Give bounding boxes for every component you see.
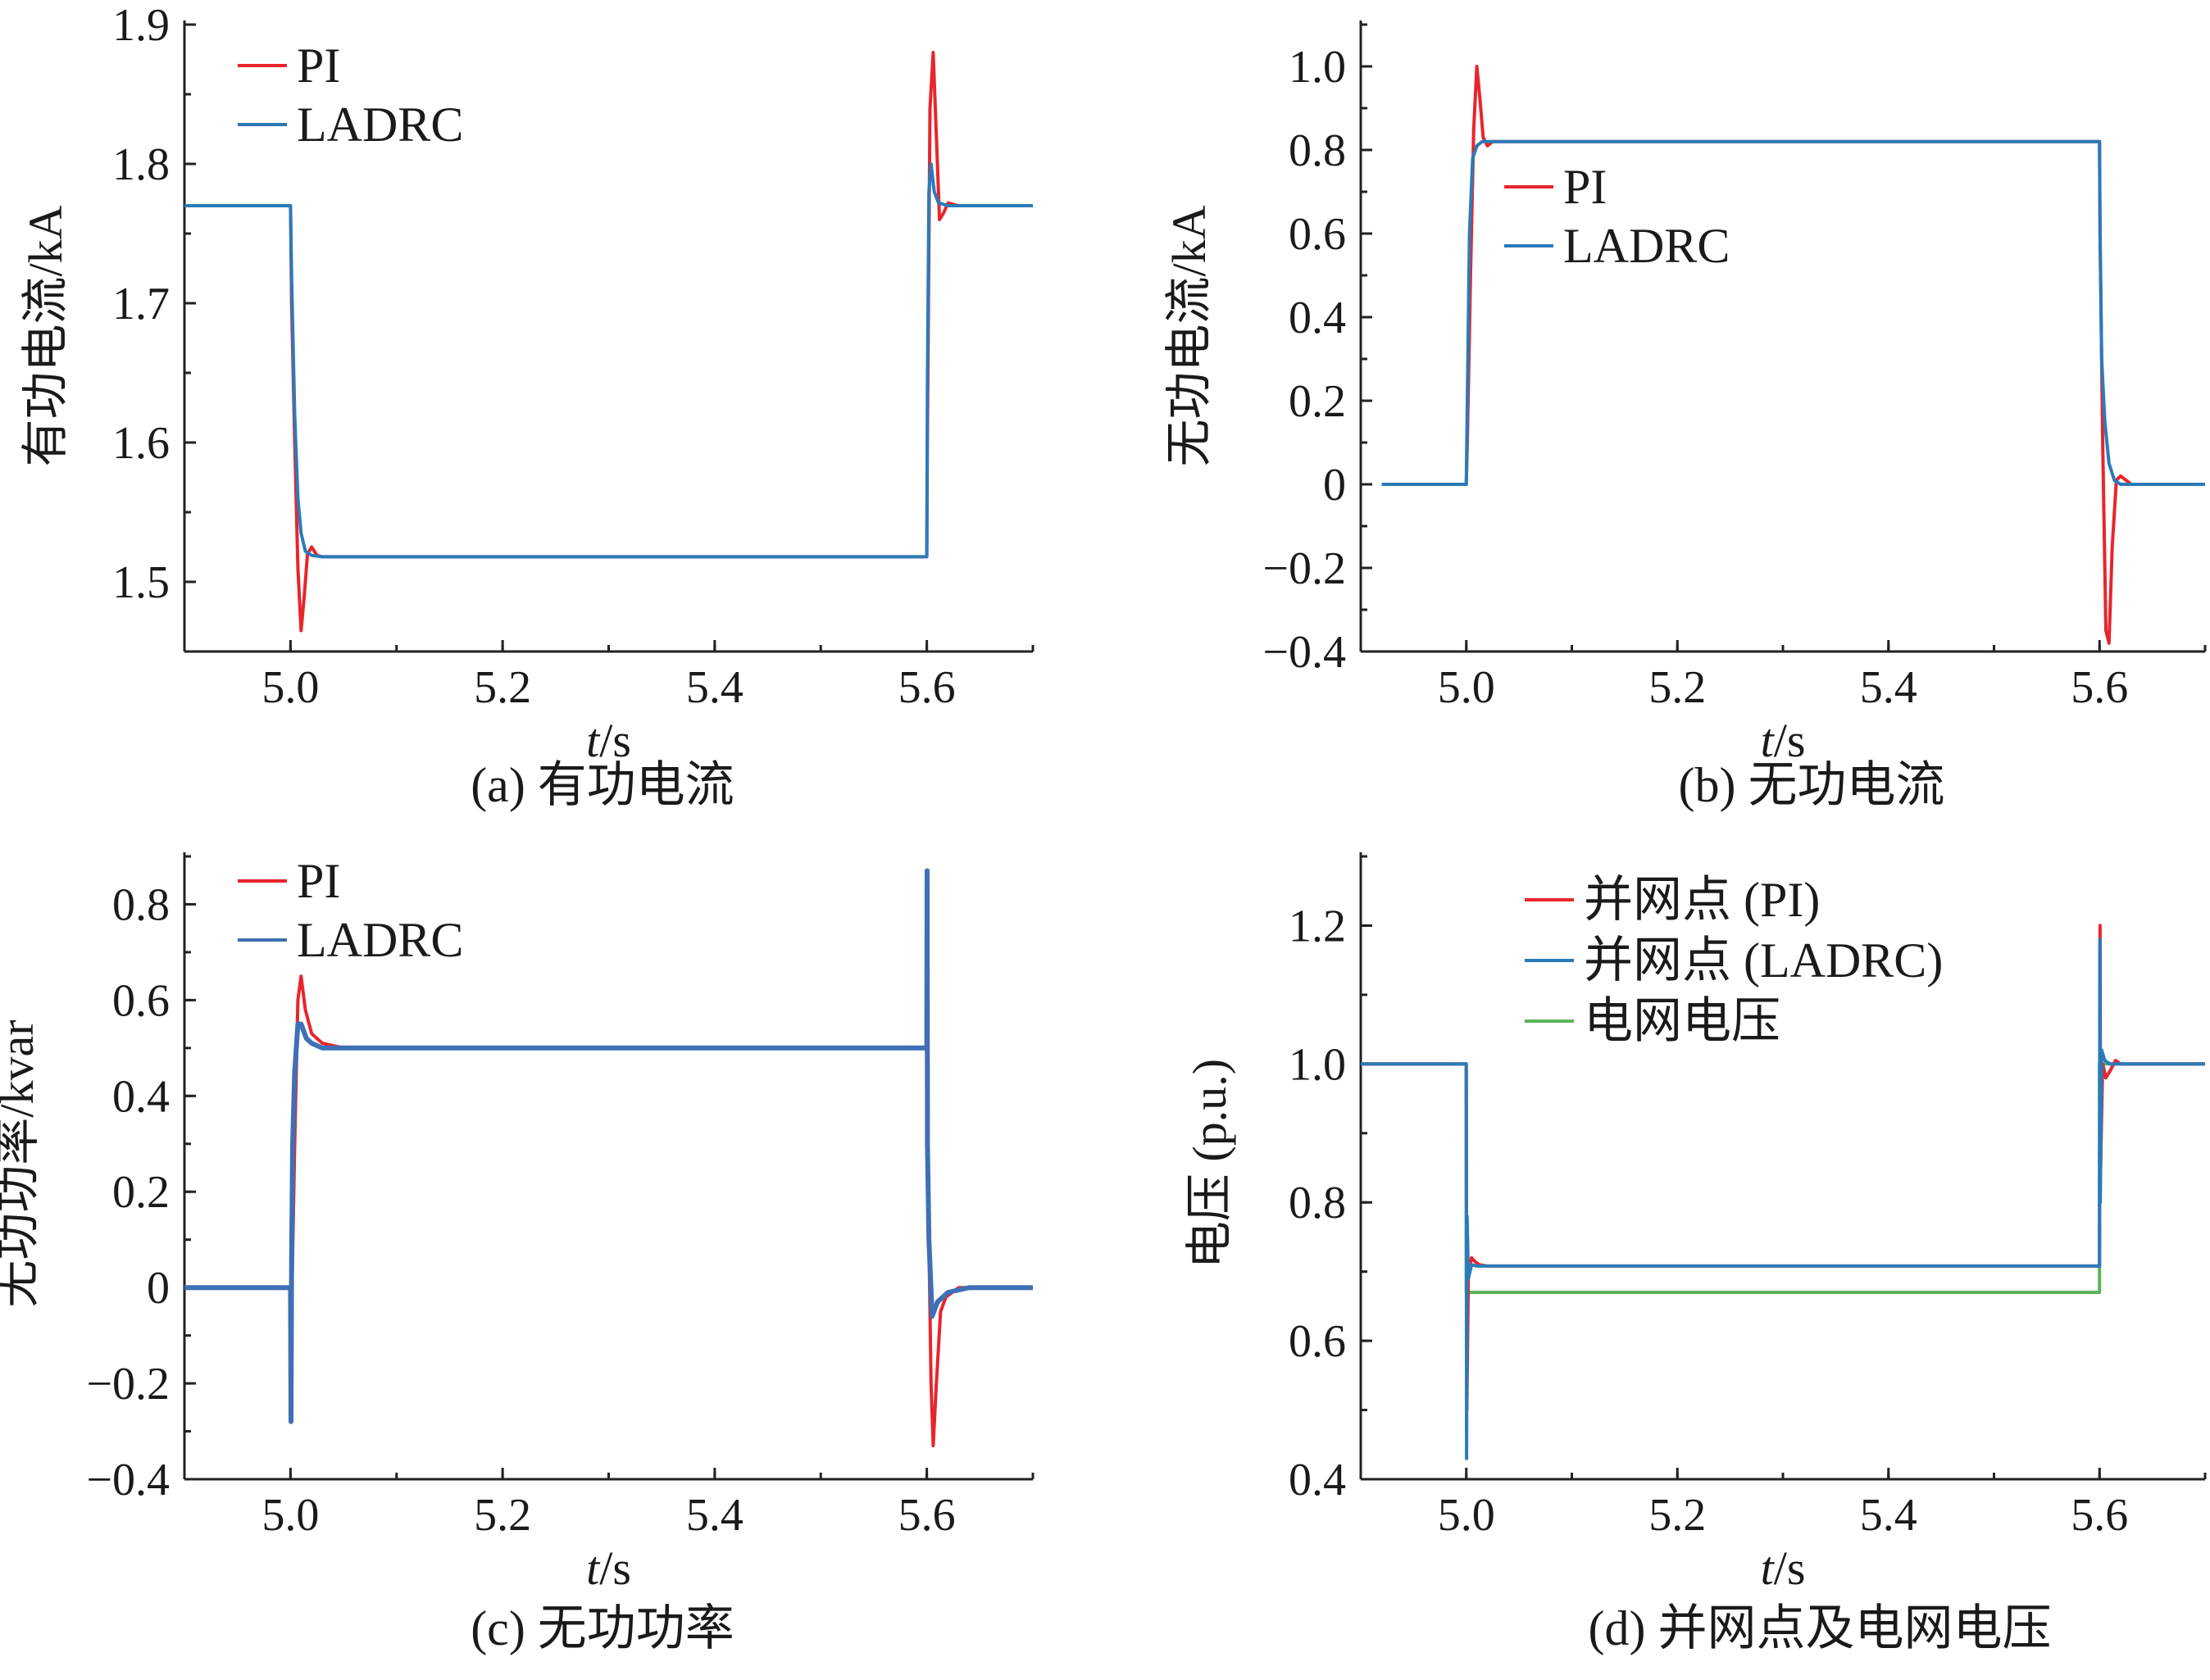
y-tick-label: 0 <box>1323 460 1346 511</box>
x-axis-title: t/s <box>1761 714 1806 767</box>
chart-panel-a: 1.5 1.6 1.7 1.8 1.9 5.0 5.2 5.4 5.6 t/s 有功电流/kA PIL… <box>19 0 1035 812</box>
y-axis-title: 无功电流/kA <box>1162 205 1216 466</box>
panel-caption: (c) 无功功率 <box>471 1601 734 1655</box>
chart-panel-c: −0.4 −0.2 0 0.2 0.4 0.6 0.8 5.0 5.2 5.4 5.6 t/s 无功功率… <box>0 852 1035 1655</box>
y-tick-label: 0 <box>147 1263 170 1314</box>
y-tick-label: 1.2 <box>1289 901 1346 951</box>
x-tick-label: 5.2 <box>474 1490 531 1541</box>
y-tick-label: −0.4 <box>86 1455 170 1505</box>
y-tick-label: 1.8 <box>112 139 170 190</box>
x-tick-label: 5.4 <box>686 662 743 713</box>
legend-label: PI <box>297 39 340 93</box>
x-tick-label: 5.6 <box>2071 1490 2128 1541</box>
y-tick-label: 0.8 <box>1289 1178 1346 1228</box>
legend-label: 电网电压 <box>1584 994 1780 1048</box>
legend-label: LADRC <box>1563 219 1730 273</box>
chart-panel-d: 0.4 0.6 0.8 1.0 1.2 5.0 5.2 5.4 5.6 t/s 电压 (p.u.) 并… <box>1183 852 2207 1655</box>
x-axis-title: t/s <box>1761 1542 1806 1595</box>
legend-label: LADRC <box>297 98 463 152</box>
x-tick-label: 5.6 <box>2071 662 2128 713</box>
y-tick-label: 1.0 <box>1289 42 1346 93</box>
legend-label: PI <box>297 854 340 908</box>
legend-label: PI <box>1563 160 1607 214</box>
y-tick-label: 0.2 <box>1289 376 1346 427</box>
y-tick-label: 1.7 <box>112 279 170 329</box>
y-tick-label: 0.4 <box>112 1071 170 1122</box>
series-line-1 <box>1381 139 2205 486</box>
x-axis-title: t/s <box>586 714 631 767</box>
x-tick-label: 5.4 <box>1860 662 1917 713</box>
x-tick-label: 5.4 <box>686 1490 743 1541</box>
x-tick-label: 5.0 <box>1438 662 1495 713</box>
y-tick-label: 0.8 <box>112 879 170 930</box>
legend-label: LADRC <box>297 913 463 967</box>
y-tick-label: −0.2 <box>86 1359 170 1410</box>
x-tick-label: 5.4 <box>1860 1490 1917 1541</box>
y-axis-title: 电压 (p.u.) <box>1183 1059 1236 1269</box>
x-tick-label: 5.2 <box>1648 662 1706 713</box>
y-tick-label: −0.2 <box>1262 543 1346 594</box>
series-line-1 <box>184 868 1033 1424</box>
x-tick-label: 5.0 <box>261 1490 319 1541</box>
x-tick-label: 5.2 <box>1648 1490 1706 1541</box>
y-axis-title: 有功电流/kA <box>19 205 72 466</box>
panel-caption: (a) 有功电流 <box>471 758 734 812</box>
y-tick-label: 0.2 <box>112 1167 170 1218</box>
series-line-0 <box>1361 1062 2205 1294</box>
panel-caption: (d) 并网点及电网电压 <box>1589 1601 2052 1655</box>
y-tick-label: 1.0 <box>1289 1039 1346 1090</box>
series-line-1 <box>1361 924 2205 1412</box>
y-tick-label: 0.8 <box>1289 125 1346 176</box>
y-tick-label: 0.4 <box>1289 1455 1346 1505</box>
y-tick-label: 0.6 <box>112 975 170 1026</box>
y-tick-label: 1.6 <box>112 418 170 469</box>
series-line-1 <box>184 162 1033 559</box>
y-tick-label: 1.9 <box>112 0 170 51</box>
legend-label: 并网点 (LADRC) <box>1584 933 1943 988</box>
x-tick-label: 5.2 <box>474 662 531 713</box>
y-tick-label: 1.5 <box>112 557 170 608</box>
panel-caption: (b) 无功电流 <box>1679 758 1945 812</box>
y-axis-title: 无功功率/kvar <box>0 1019 43 1307</box>
y-tick-label: 0.6 <box>1289 209 1346 260</box>
x-tick-label: 5.0 <box>1438 1490 1495 1541</box>
x-tick-label: 5.0 <box>261 662 319 713</box>
series-line-2 <box>1361 938 2205 1460</box>
y-tick-label: 0.6 <box>1289 1316 1346 1367</box>
series-line-0 <box>1381 65 2205 645</box>
chart-panel-b: −0.4 −0.2 0 0.2 0.4 0.6 0.8 1.0 5.0 5.2 5.4 5.6 t/s 无… <box>1162 20 2207 812</box>
x-tick-label: 5.6 <box>898 662 956 713</box>
legend-label: 并网点 (PI) <box>1584 873 1820 927</box>
y-tick-label: −0.4 <box>1262 627 1346 678</box>
x-axis-title: t/s <box>586 1542 631 1595</box>
y-tick-label: 0.4 <box>1289 293 1346 343</box>
x-tick-label: 5.6 <box>898 1490 956 1541</box>
